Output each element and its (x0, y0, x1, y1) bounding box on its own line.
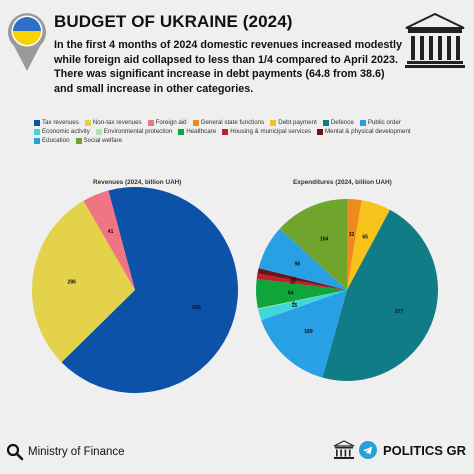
pie-slice (322, 209, 439, 382)
brand-credit: POLITICS GR (333, 440, 466, 460)
legend-swatch (222, 128, 229, 135)
legend-item: Economic activity (34, 127, 90, 136)
legend-swatch (322, 119, 329, 126)
slice-label: 658 (192, 305, 201, 311)
telegram-icon[interactable] (358, 441, 377, 459)
slice-label: 286 (68, 279, 77, 285)
legend-swatch (359, 119, 366, 126)
legend-swatch (75, 137, 82, 144)
slice-label: 64 (288, 290, 294, 296)
slice-label: 41 (108, 229, 114, 235)
slice-label: 25 (292, 303, 298, 309)
legend-swatch (317, 128, 324, 135)
pie-slice (31, 200, 135, 363)
slice-label: 164 (320, 236, 329, 242)
revenues-chart-title: Revenues (2024, billion UAH) (93, 179, 182, 186)
pie-slice (258, 228, 347, 290)
parliament-building-icon (405, 12, 465, 68)
pie-slice (257, 290, 347, 310)
legend-item: Foreign aid (147, 118, 187, 127)
pie-slice (256, 273, 347, 290)
legend-row: Tax revenues Non-tax revenues Foreign aid G… (34, 118, 454, 127)
legend-swatch (84, 119, 91, 126)
pie-slice (258, 290, 347, 321)
slice-label: 32 (349, 232, 355, 238)
slice-label: 12 (291, 276, 297, 282)
legend-label: Environmental protection (103, 128, 173, 135)
legend-label: Non-tax revenues (92, 119, 142, 126)
legend-label: Social welfare (83, 137, 123, 144)
slice-label: 98 (294, 261, 300, 267)
legend-swatch (147, 119, 154, 126)
slice-label: 189 (304, 329, 313, 335)
brand-label[interactable]: POLITICS GR (382, 442, 466, 458)
legend-item: Housing & municipal services (222, 127, 311, 136)
chart-legend: Tax revenues Non-tax revenues Foreign aid G… (34, 118, 454, 145)
slice-label: 2 (292, 299, 295, 305)
source-credit: Ministry of Finance (6, 443, 125, 461)
legend-item: Tax revenues (34, 118, 79, 127)
page-title: BUDGET OF UKRAINE (2024) (54, 12, 293, 31)
pie-slice (261, 290, 347, 378)
legend-label: Foreign aid (155, 119, 187, 126)
legend-item: Education (34, 136, 70, 145)
legend-swatch (192, 119, 199, 126)
legend-label: Healthcare (186, 128, 217, 135)
pie-slice (256, 278, 347, 309)
legend-item: Healthcare (178, 127, 216, 136)
legend-swatch (95, 128, 102, 135)
ukraine-flag-pin-icon (7, 13, 46, 71)
pie-slice (61, 187, 238, 393)
legend-label: Mental & physical development (325, 128, 411, 135)
legend-item: Non-tax revenues (84, 118, 142, 127)
pie-slice (279, 199, 347, 290)
legend-label: Tax revenues (42, 119, 79, 126)
legend-label: Defence (330, 119, 354, 126)
legend-swatch (34, 119, 40, 126)
legend-label: Public order (367, 119, 401, 126)
legend-label: Debt payment (278, 119, 317, 126)
legend-item: General state functions (192, 118, 265, 127)
legend-row: Economic activity Environmental protectio… (34, 127, 454, 136)
legend-swatch (34, 128, 40, 135)
legend-item: Social welfare (75, 136, 123, 145)
temple-logo-icon (333, 440, 355, 459)
legend-label: Economic activity (42, 128, 90, 135)
slice-label: 577 (395, 309, 404, 315)
legend-label: Housing & municipal services (230, 128, 312, 135)
legend-swatch (34, 137, 40, 144)
legend-item: Environmental protection (95, 127, 173, 136)
pie-slice (83, 190, 135, 290)
legend-label: General state functions (200, 119, 265, 126)
legend-item: Defence (322, 118, 354, 127)
slice-label: 65 (362, 235, 368, 241)
pie-slice (347, 200, 390, 290)
legend-swatch (270, 119, 277, 126)
legend-item: Public order (359, 118, 401, 127)
page-description: In the first 4 months of 2024 domestic r… (54, 39, 403, 95)
legend-swatch (178, 128, 185, 135)
legend-label: Education (42, 137, 70, 144)
pie-slice (347, 199, 362, 290)
legend-row: Education Social welfare (34, 136, 454, 145)
legend-item: Debt payment (270, 118, 317, 127)
slice-label: 12 (290, 280, 296, 286)
legend-item: Mental & physical development (317, 127, 411, 136)
pie-slice (257, 268, 347, 290)
search-icon (6, 443, 24, 461)
expenditures-chart-title: Expenditures (2024, billion UAH) (293, 179, 392, 186)
source-label: Ministry of Finance (28, 446, 125, 458)
